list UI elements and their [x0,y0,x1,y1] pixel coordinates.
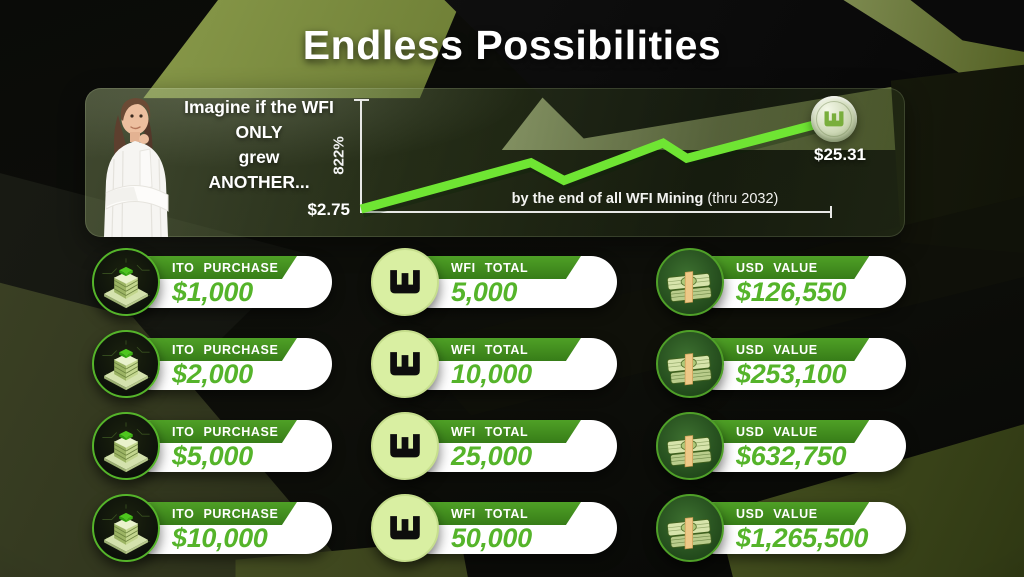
pill-value: 25,000 [451,441,532,471]
pill-value: 50,000 [451,523,532,553]
pill-value: $10,000 [172,523,268,553]
wfi-row-4: WFI TOTAL 50,000 [371,494,617,562]
wfi-row-2: WFI TOTAL 10,000 [371,330,617,398]
money-stack-icon [92,248,160,316]
pill-value: 5,000 [451,277,518,307]
pill-value: $1,265,500 [736,523,869,553]
ito-row-1: ITO PURCHASE $1,000 [92,248,332,316]
values-grid: ITO PURCHASE $1,000 WFI TOTAL 5,000 USD … [92,248,906,562]
page-title: Endless Possibilities [302,22,722,68]
ito-row-4: ITO PURCHASE $10,000 [92,494,332,562]
usd-row-1: USD VALUE $126,550 [656,248,906,316]
pill-label: USD VALUE [736,506,818,521]
pill-label: USD VALUE [736,424,818,439]
pill-value: $2,000 [172,359,253,389]
wfi-coin-icon [371,248,439,316]
wfi-coin-icon [371,330,439,398]
wfi-coin-icon [811,96,857,142]
usd-row-4: USD VALUE $1,265,500 [656,494,906,562]
ito-row-2: ITO PURCHASE $2,000 [92,330,332,398]
money-stack-icon [92,494,160,562]
pill-value: $1,000 [172,277,253,307]
cash-bundle-icon [656,330,724,398]
wfi-coin-icon [371,412,439,480]
wfi-row-1: WFI TOTAL 5,000 [371,248,617,316]
cash-bundle-icon [656,412,724,480]
money-stack-icon [92,330,160,398]
pill-label: ITO PURCHASE [172,506,279,521]
end-price-label: $25.31 [814,145,866,164]
usd-row-3: USD VALUE $632,750 [656,412,906,480]
pill-value: $253,100 [736,359,847,389]
usd-row-2: USD VALUE $253,100 [656,330,906,398]
pill-label: WFI TOTAL [451,260,529,275]
pill-label: ITO PURCHASE [172,260,279,275]
pill-label: ITO PURCHASE [172,424,279,439]
x-axis-label: by the end of all WFI Mining (thru 2032) [415,191,875,207]
wfi-coin-icon [371,494,439,562]
pill-label: WFI TOTAL [451,342,529,357]
pill-label: ITO PURCHASE [172,342,279,357]
pill-value: $126,550 [736,277,847,307]
wfi-row-3: WFI TOTAL 25,000 [371,412,617,480]
pill-value: 10,000 [451,359,532,389]
start-price-label: $2.75 [307,200,350,219]
cash-bundle-icon [656,494,724,562]
pill-label: USD VALUE [736,260,818,275]
x-axis-label-bold: by the end of all WFI Mining [511,191,704,207]
cash-bundle-icon [656,248,724,316]
pill-label: USD VALUE [736,342,818,357]
x-axis-label-note: (thru 2032) [707,191,779,207]
y-axis-label: 822% [330,136,348,175]
pill-value: $5,000 [172,441,253,471]
money-stack-icon [92,412,160,480]
pill-label: WFI TOTAL [451,506,529,521]
growth-chart [354,99,837,218]
pill-value: $632,750 [736,441,847,471]
ito-row-3: ITO PURCHASE $5,000 [92,412,332,480]
pill-label: WFI TOTAL [451,424,529,439]
growth-panel: Imagine if the WFI ONLY grew ANOTHER... … [85,88,905,237]
